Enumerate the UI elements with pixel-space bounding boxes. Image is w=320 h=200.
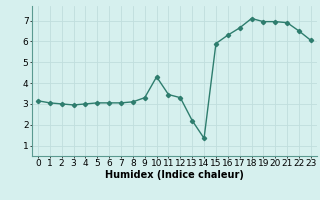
X-axis label: Humidex (Indice chaleur): Humidex (Indice chaleur) [105, 170, 244, 180]
